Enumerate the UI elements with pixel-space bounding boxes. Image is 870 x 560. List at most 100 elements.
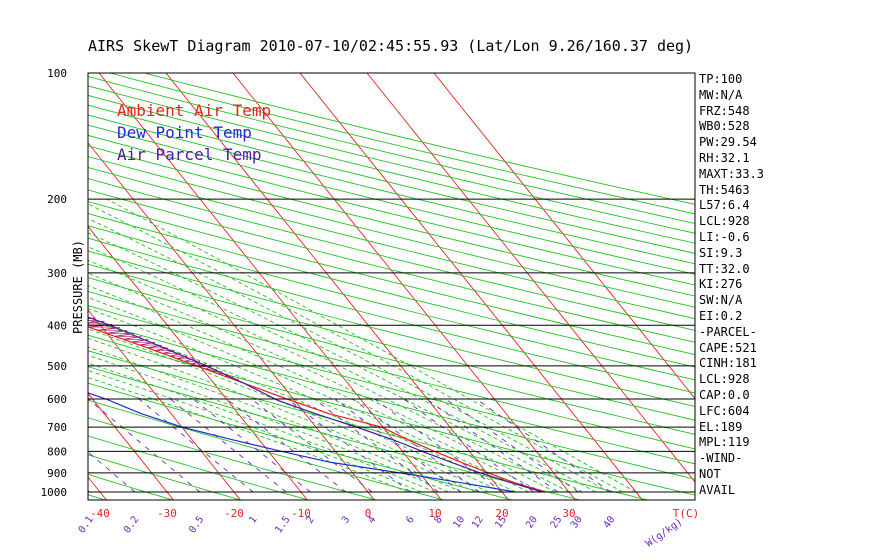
stat-row: LFC:604 [699, 403, 750, 418]
stat-row: L57:6.4 [699, 198, 750, 213]
dry-adiabat-line [88, 201, 695, 356]
cape-hatch-line [18, 301, 49, 304]
mixing-ratio-line [170, 398, 287, 493]
stat-row: CAPE:521 [699, 340, 757, 355]
stat-row: FRZ:548 [699, 103, 750, 118]
bottom-temp-tick-label: -30 [157, 507, 177, 520]
stat-row: -WIND- [699, 451, 743, 466]
bottom-temp-tick-label: 10 [428, 507, 441, 520]
isotherm-line [98, 73, 442, 500]
stat-row: SW:N/A [699, 293, 743, 308]
stat-row: TH:5463 [699, 182, 750, 197]
dry-adiabat-line [88, 417, 378, 500]
cape-hatch-line [0, 290, 19, 293]
cape-hatch-line [177, 355, 188, 360]
x-axis-label: T(C) [673, 507, 700, 520]
mixing-ratio-line [445, 398, 579, 493]
pressure-tick-label: 600 [47, 393, 67, 406]
bottom-temp-tick-label: 0 [365, 507, 372, 520]
chart-title: AIRS SkewT Diagram 2010-07-10/02:45:55.9… [88, 37, 694, 55]
isotherm-line [88, 225, 308, 500]
pressure-tick-label: 300 [47, 267, 67, 280]
moist-adiabat-line [88, 232, 597, 493]
dry-adiabat-line [88, 435, 310, 500]
moist-adiabat-line [88, 354, 449, 493]
cape-hatch-line [29, 304, 59, 307]
dew-point-temp-line [88, 392, 516, 493]
stat-row: TP:100 [699, 72, 743, 86]
dry-adiabat-line [88, 189, 695, 343]
dry-adiabat-line [88, 178, 695, 331]
dry-adiabat-line [88, 124, 695, 275]
stat-row: LCL:928 [699, 214, 750, 229]
stat-row: RH:32.1 [699, 151, 750, 165]
pressure-tick-label: 1000 [41, 486, 68, 499]
stat-row: KI:276 [699, 277, 743, 292]
mixing-ratio-tick-label: 6 [404, 514, 416, 525]
dry-adiabat-line [88, 366, 582, 500]
isotherm-line [165, 73, 509, 500]
dry-adiabat-line [88, 250, 695, 407]
stat-row: MPL:119 [699, 435, 750, 450]
dry-adiabat-line [88, 156, 695, 308]
bottom-temp-tick-label: -40 [90, 507, 110, 520]
stat-row: PW:29.54 [699, 135, 757, 150]
pressure-tick-label: 200 [47, 193, 67, 206]
cape-hatch-line [0, 286, 8, 289]
mixing-ratio-line [475, 398, 612, 493]
stat-row: LCL:928 [699, 372, 750, 387]
pressure-tick-label: 700 [47, 421, 67, 434]
y-axis-label: PRESSURE (MB) [71, 240, 85, 334]
mixing-ratio-tick-label: 10 [451, 514, 467, 530]
mixing-ratio-tick-label: 40 [602, 514, 618, 530]
dry-adiabat-line [88, 334, 695, 496]
stat-row: MW:N/A [699, 87, 743, 102]
mixing-ratio-tick-label: 3 [340, 514, 352, 525]
pressure-tick-label: 500 [47, 360, 67, 373]
pressure-tick-label: 800 [47, 445, 67, 458]
isotherm-line [232, 73, 576, 500]
mixing-ratio-tick-label: 0.2 [122, 514, 141, 535]
bottom-temp-tick-label: 20 [495, 507, 508, 520]
cape-hatch-line [205, 365, 212, 370]
isotherm-line [0, 54, 40, 501]
mixing-ratio-tick-label: 20 [524, 514, 540, 530]
mixing-ratio-tick-label: 1 [247, 514, 259, 525]
dry-adiabat-line [88, 237, 695, 394]
stat-row: NOT [699, 467, 721, 481]
dry-adiabat-line [88, 213, 695, 368]
pressure-tick-label: 400 [47, 319, 67, 332]
cape-hatch-line [191, 360, 201, 365]
mixing-ratio-tick-label: 8 [432, 514, 444, 525]
dry-adiabat-line [88, 145, 695, 297]
isotherm-line [433, 73, 695, 400]
bottom-temp-tick-label: -10 [291, 507, 311, 520]
stat-row: -PARCEL- [699, 324, 757, 339]
moist-adiabat-line [88, 246, 583, 493]
cape-hatch-line [184, 358, 194, 362]
dry-adiabat-line [88, 225, 695, 381]
cape-hatch-line [39, 308, 68, 311]
dry-adiabat-line [88, 263, 695, 421]
moist-adiabat-line [88, 272, 556, 493]
pressure-tick-label: 100 [47, 67, 67, 80]
mixing-ratio-tick-label: 1.5 [273, 514, 292, 535]
dry-adiabat-line [88, 134, 695, 286]
mixing-ratio-tick-label: 2 [304, 514, 316, 525]
cape-hatch-line [211, 368, 217, 372]
dry-adiabat-line [88, 382, 514, 500]
mixing-ratio-line [88, 490, 90, 493]
isotherm-line [299, 73, 643, 500]
moist-adiabat-line [88, 346, 462, 493]
stat-row: EI:0.2 [699, 309, 743, 323]
dry-adiabat-line [0, 54, 40, 501]
stat-row: AVAIL [699, 482, 736, 497]
dry-adiabat-line [88, 277, 695, 435]
cape-hatch-line [0, 293, 29, 296]
stat-row: WB0:528 [699, 119, 750, 134]
dry-adiabat-line [88, 350, 650, 500]
legend-dew-point-temp: Dew Point Temp [117, 123, 252, 142]
dry-adiabat-line [88, 94, 695, 244]
isotherm-line [88, 392, 174, 500]
